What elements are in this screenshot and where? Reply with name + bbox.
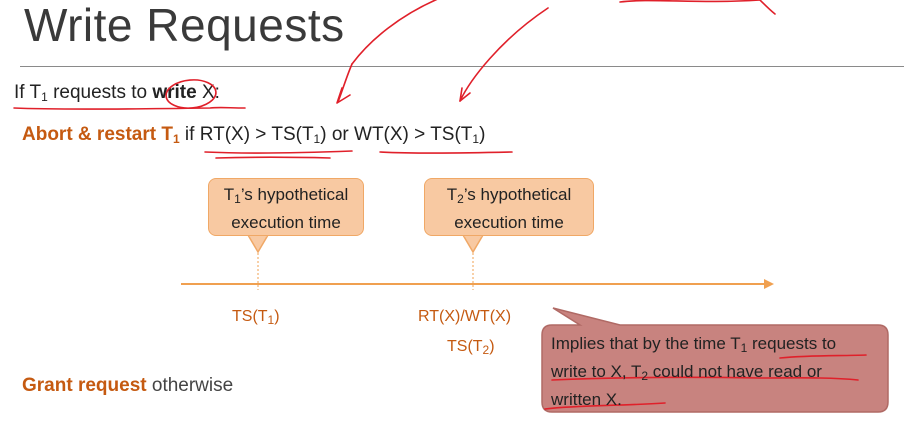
rt-wt-label: RT(X)/WT(X) [418, 308, 512, 325]
ts-t2-label: TS(T2) [447, 338, 495, 357]
title-divider [20, 66, 904, 67]
intro-subscript: 1 [41, 90, 48, 104]
t2-execution-callout: T2’s hypothetical execution time [424, 178, 594, 236]
intro-text: If T [14, 82, 42, 103]
intro-text: X: [196, 82, 220, 103]
write-keyword: write [152, 82, 197, 103]
t1-execution-callout: T1’s hypothetical execution time [208, 178, 364, 236]
callout-pointer [461, 234, 485, 254]
condition-rt: if RT(X) > TS(T1) [179, 124, 327, 146]
abort-rule: Abort & restart T1 if RT(X) > TS(T1) or … [22, 124, 485, 146]
page-title: Write Requests [24, 0, 345, 51]
or-text: or [326, 124, 355, 145]
callout-pointer [246, 234, 270, 254]
timeline-arrowhead [764, 279, 774, 289]
grant-request-label: Grant request [22, 375, 147, 396]
intro-line: If T1 requests to write X: [14, 82, 220, 104]
ink-annotations [13, 0, 867, 410]
condition-wt: WT(X) > TS(T1) [354, 124, 486, 146]
implies-text: Implies that by the time T1 requests to … [551, 334, 837, 409]
intro-text: requests to [47, 82, 153, 103]
abort-action: Abort & restart T1 [22, 124, 180, 146]
grant-otherwise-text: otherwise [146, 375, 234, 396]
grant-line: Grant request otherwise [22, 375, 233, 397]
ts-t1-label: TS(T1) [232, 308, 280, 327]
implies-callout [541, 307, 889, 413]
